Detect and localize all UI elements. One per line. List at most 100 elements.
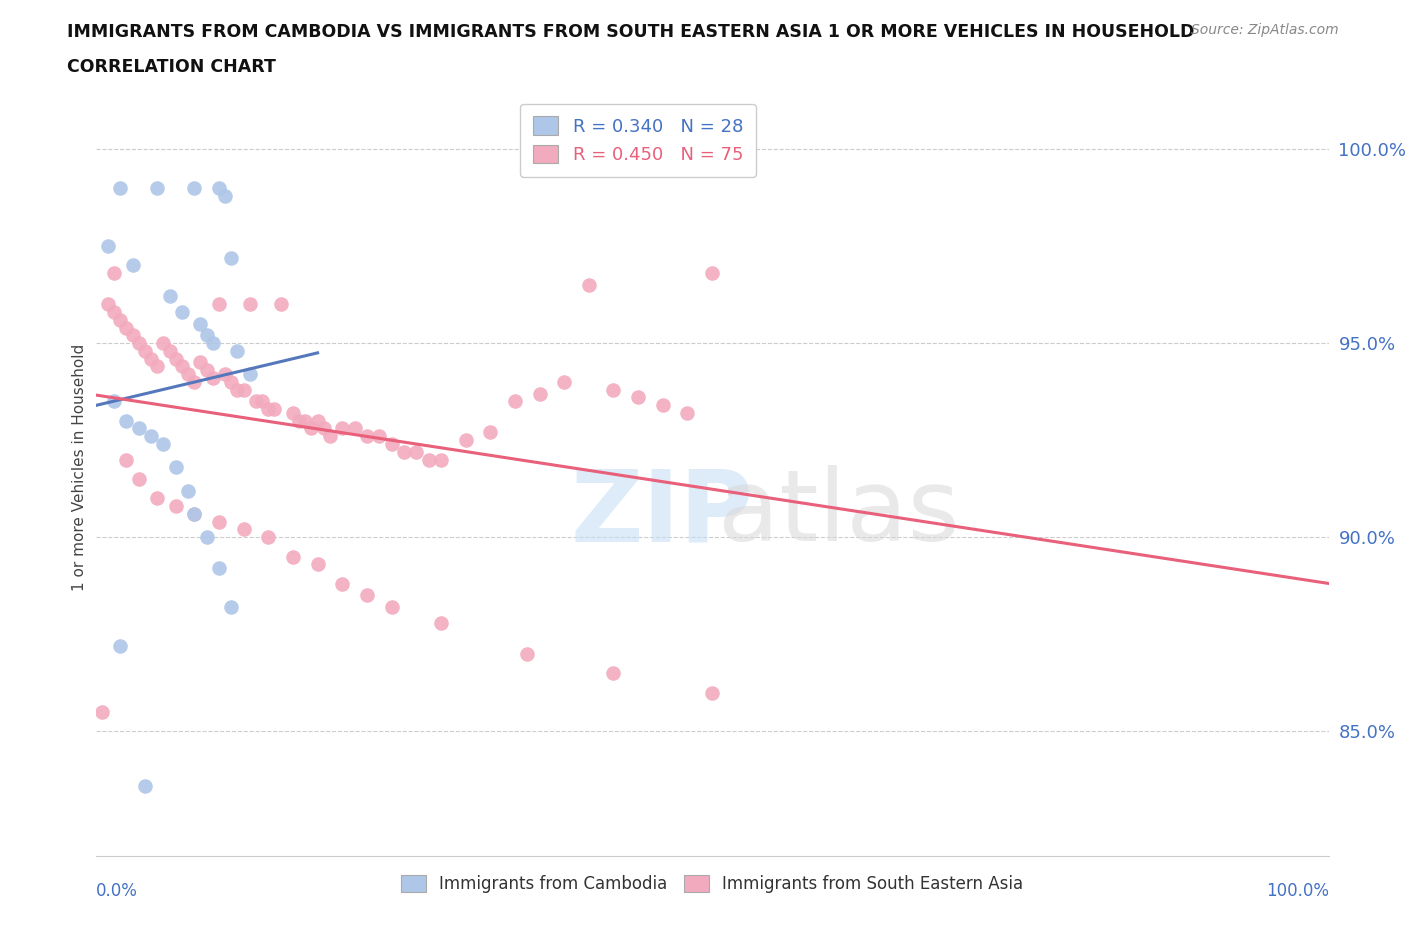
Point: [380, 436, 402, 451]
Point: [165, 352, 187, 366]
Point: [330, 577, 353, 591]
Text: 100.0%: 100.0%: [1265, 882, 1329, 900]
Point: [651, 398, 673, 413]
Point: [380, 600, 402, 615]
Text: atlas: atlas: [718, 465, 960, 563]
Point: [183, 180, 205, 195]
Point: [239, 366, 262, 381]
Point: [139, 429, 162, 444]
Point: [128, 472, 150, 486]
Point: [103, 266, 125, 281]
Point: [146, 491, 169, 506]
Point: [299, 421, 322, 436]
Point: [97, 239, 120, 254]
Point: [392, 445, 415, 459]
Point: [226, 343, 249, 358]
Point: [405, 445, 427, 459]
Text: ZIP: ZIP: [571, 465, 754, 563]
Point: [553, 375, 575, 390]
Point: [503, 394, 526, 409]
Point: [121, 328, 143, 343]
Point: [152, 336, 174, 351]
Point: [356, 588, 378, 603]
Point: [263, 402, 285, 417]
Point: [190, 355, 212, 370]
Point: [529, 386, 551, 401]
Point: [183, 507, 205, 522]
Point: [281, 405, 304, 420]
Point: [190, 316, 212, 331]
Point: [128, 421, 150, 436]
Point: [257, 402, 280, 417]
Point: [281, 550, 304, 565]
Point: [177, 484, 200, 498]
Point: [430, 615, 453, 630]
Text: IMMIGRANTS FROM CAMBODIA VS IMMIGRANTS FROM SOUTH EASTERN ASIA 1 OR MORE VEHICLE: IMMIGRANTS FROM CAMBODIA VS IMMIGRANTS F…: [67, 23, 1195, 41]
Point: [110, 639, 132, 654]
Point: [170, 304, 193, 319]
Point: [356, 429, 378, 444]
Point: [602, 666, 624, 681]
Point: [418, 452, 440, 467]
Y-axis label: 1 or more Vehicles in Household: 1 or more Vehicles in Household: [72, 344, 87, 591]
Point: [294, 413, 316, 428]
Point: [208, 297, 231, 312]
Point: [183, 375, 205, 390]
Text: CORRELATION CHART: CORRELATION CHART: [67, 58, 277, 75]
Point: [165, 498, 187, 513]
Point: [676, 405, 699, 420]
Point: [239, 297, 262, 312]
Point: [454, 432, 477, 447]
Legend: R = 0.340   N = 28, R = 0.450   N = 75: R = 0.340 N = 28, R = 0.450 N = 75: [520, 103, 756, 177]
Point: [165, 459, 187, 474]
Text: Source: ZipAtlas.com: Source: ZipAtlas.com: [1191, 23, 1339, 37]
Point: [232, 522, 254, 537]
Point: [195, 363, 218, 378]
Point: [288, 413, 311, 428]
Point: [307, 557, 329, 572]
Point: [430, 452, 453, 467]
Point: [201, 336, 224, 351]
Point: [312, 421, 335, 436]
Point: [368, 429, 391, 444]
Point: [226, 382, 249, 397]
Point: [97, 297, 120, 312]
Point: [319, 429, 342, 444]
Point: [214, 188, 236, 203]
Point: [516, 646, 538, 661]
Point: [146, 180, 169, 195]
Point: [702, 266, 724, 281]
Point: [219, 600, 242, 615]
Point: [219, 250, 242, 265]
Point: [128, 336, 150, 351]
Point: [208, 561, 231, 576]
Point: [208, 180, 231, 195]
Point: [627, 390, 650, 405]
Point: [146, 359, 169, 374]
Point: [270, 297, 292, 312]
Point: [134, 778, 156, 793]
Point: [134, 343, 156, 358]
Point: [201, 370, 224, 385]
Point: [103, 304, 125, 319]
Point: [578, 277, 600, 292]
Point: [90, 705, 112, 720]
Point: [121, 258, 143, 272]
Point: [343, 421, 366, 436]
Point: [139, 352, 162, 366]
Point: [232, 382, 254, 397]
Point: [214, 366, 236, 381]
Point: [219, 375, 242, 390]
Point: [177, 366, 200, 381]
Point: [307, 413, 329, 428]
Point: [159, 343, 181, 358]
Point: [159, 289, 181, 304]
Point: [115, 320, 138, 335]
Point: [208, 514, 231, 529]
Point: [330, 421, 353, 436]
Point: [110, 312, 132, 327]
Point: [195, 328, 218, 343]
Point: [115, 452, 138, 467]
Point: [115, 413, 138, 428]
Point: [195, 530, 218, 545]
